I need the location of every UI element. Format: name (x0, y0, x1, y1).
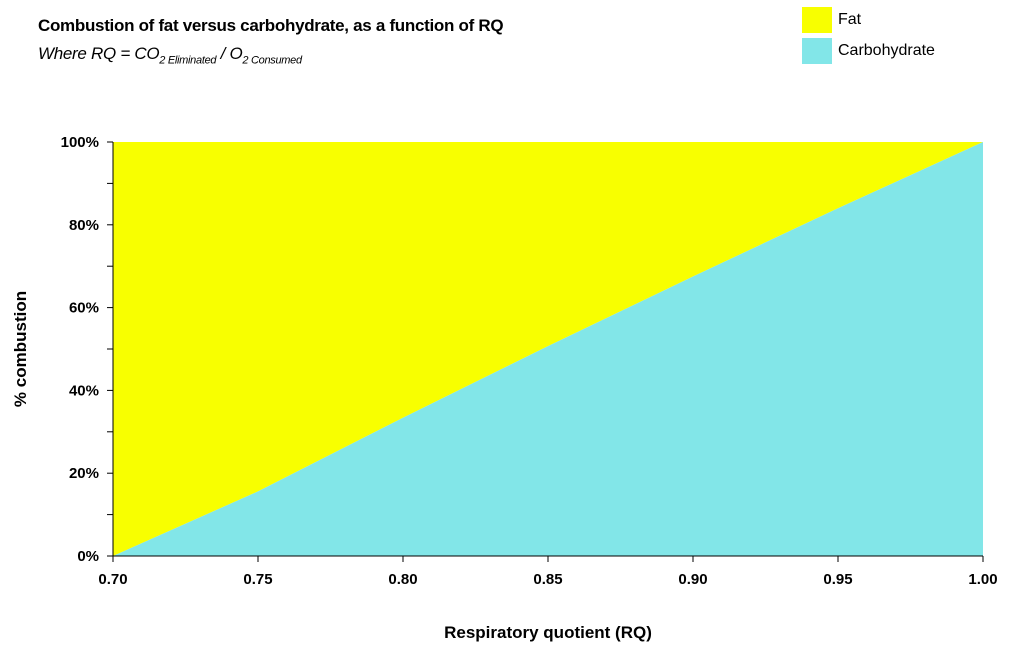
chart-title: Combustion of fat versus carbohydrate, a… (38, 16, 504, 35)
subtitle-sub2: 2 Consumed (242, 54, 302, 67)
subtitle-sub1: 2 Eliminated (159, 54, 217, 67)
x-tick-label: 0.90 (678, 571, 707, 588)
x-tick-label: 0.95 (823, 571, 852, 588)
x-tick-label: 0.80 (388, 571, 417, 588)
x-tick-label: 1.00 (968, 571, 997, 588)
y-tick-label: 100% (61, 134, 99, 151)
y-tick-label: 40% (69, 382, 99, 399)
legend-label-fat: Fat (838, 11, 862, 28)
x-tick-label: 0.85 (533, 571, 562, 588)
legend-item-fat: Fat (802, 6, 935, 34)
chart-subtitle: Where RQ = CO2 Eliminated / O2 Consumed (38, 44, 302, 66)
x-tick-label: 0.70 (98, 571, 127, 588)
y-tick-label: 20% (69, 465, 99, 482)
legend-swatch-fat (802, 7, 832, 33)
legend-swatch-carbohydrate (802, 38, 832, 64)
y-axis-label: % combustion (11, 291, 30, 407)
fat-area (113, 142, 983, 556)
y-tick-label: 60% (69, 300, 99, 317)
x-tick-label: 0.75 (243, 571, 272, 588)
subtitle-prefix: Where RQ = CO (38, 44, 160, 63)
x-axis-label: Respiratory quotient (RQ) (444, 623, 652, 642)
legend: Fat Carbohydrate (802, 6, 935, 68)
subtitle-middle: / O (216, 44, 243, 63)
carbohydrate-area (113, 142, 983, 556)
y-tick-label: 80% (69, 217, 99, 234)
y-tick-label: 0% (77, 548, 99, 565)
legend-item-carbohydrate: Carbohydrate (802, 37, 935, 65)
legend-label-carbohydrate: Carbohydrate (838, 42, 935, 59)
